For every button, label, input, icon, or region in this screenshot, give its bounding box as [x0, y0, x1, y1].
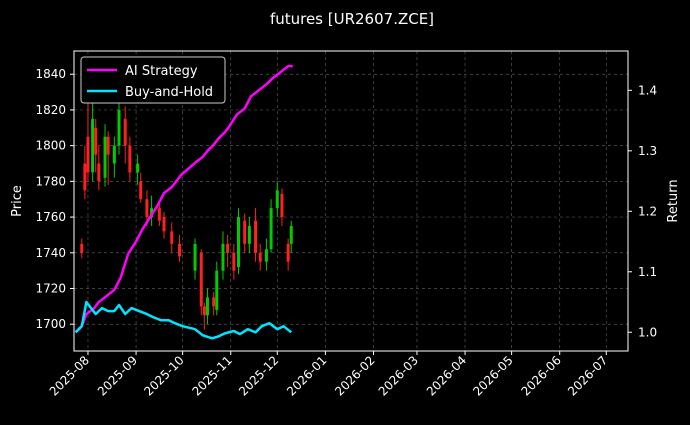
- candle-body: [97, 163, 101, 182]
- y2-tick-label: 1.3: [638, 144, 657, 158]
- candle-body: [178, 243, 182, 257]
- candle-body: [139, 181, 143, 200]
- y2-tick-label: 1.1: [638, 265, 657, 279]
- legend: AI Strategy Buy-and-Hold: [80, 56, 226, 104]
- candle-body: [269, 208, 273, 250]
- candle-body: [280, 193, 284, 218]
- y2-axis-label: Return: [666, 179, 681, 222]
- candle-body: [91, 118, 95, 173]
- candle-body: [80, 243, 84, 253]
- candle-body: [94, 127, 98, 155]
- candle-body: [162, 217, 166, 232]
- candle-layer: [80, 92, 293, 330]
- candle-body: [106, 136, 110, 155]
- y-tick-label: 1820: [35, 103, 66, 117]
- candle-body: [128, 145, 132, 173]
- candle-body: [275, 190, 279, 209]
- candle-body: [123, 118, 127, 146]
- y2-tick-label: 1.4: [638, 83, 657, 97]
- candle-body: [247, 226, 251, 244]
- candle-body: [193, 243, 197, 271]
- candle-body: [243, 220, 247, 244]
- candle-body: [112, 145, 116, 164]
- candle-body: [170, 231, 174, 244]
- candle-body: [83, 163, 87, 191]
- y-tick-label: 1740: [35, 246, 66, 260]
- candle-body: [136, 163, 140, 173]
- candle-body: [199, 252, 203, 307]
- candle-body: [258, 252, 262, 262]
- candle-body: [86, 136, 90, 173]
- candle-body: [221, 243, 225, 271]
- candle-body: [215, 270, 219, 310]
- series-layer: [74, 64, 293, 340]
- y-tick-label: 1780: [35, 174, 66, 188]
- candle-body: [226, 243, 230, 253]
- y-tick-label: 1840: [35, 67, 66, 81]
- candle-body: [289, 226, 293, 244]
- y-tick-label: 1760: [35, 210, 66, 224]
- y-tick-label: 1800: [35, 139, 66, 153]
- buy-and-hold-line: [74, 300, 293, 340]
- y-tick-label: 1720: [35, 282, 66, 296]
- legend-label-buy-and-hold: Buy-and-Hold: [125, 85, 213, 100]
- candle-body: [232, 252, 236, 271]
- legend-label-ai-strategy: AI Strategy: [125, 64, 198, 79]
- candle-body: [264, 249, 268, 262]
- candle-body: [236, 217, 240, 268]
- candle-body: [212, 297, 216, 307]
- y-axis-label: Price: [10, 185, 25, 217]
- candle-body: [157, 208, 161, 221]
- plot-frame: [73, 50, 629, 352]
- y2-tick-label: 1.0: [638, 325, 657, 339]
- y2-tick-label: 1.2: [638, 204, 657, 218]
- candle-body: [145, 199, 149, 218]
- candle-body: [202, 306, 206, 316]
- y-tick-label: 1700: [35, 317, 66, 331]
- candle-body: [117, 109, 121, 146]
- candle-body: [103, 136, 107, 178]
- candle-body: [286, 243, 290, 262]
- ai-strategy-line: [74, 64, 293, 334]
- chart-title: futures [UR2607.ZCE]: [270, 10, 434, 28]
- candle-body: [205, 297, 209, 316]
- candle-body: [254, 220, 258, 253]
